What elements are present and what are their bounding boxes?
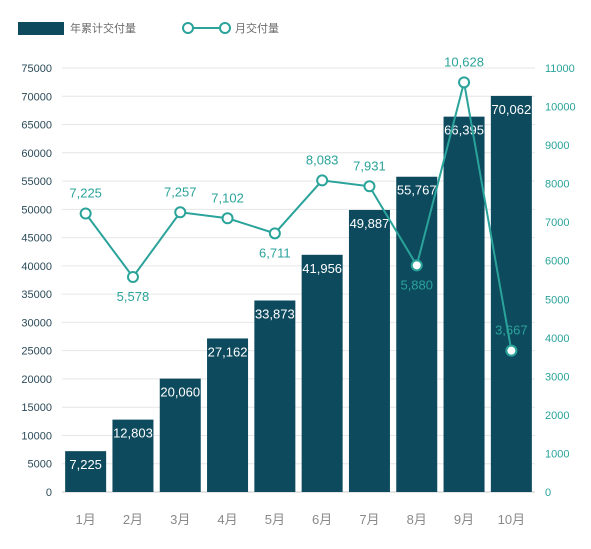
left-tick-label: 75000 bbox=[21, 63, 52, 75]
left-tick-label: 15000 bbox=[21, 402, 52, 414]
x-tick-label: 8月 bbox=[407, 512, 427, 527]
bar-data-label: 27,162 bbox=[208, 344, 248, 359]
bar bbox=[348, 209, 390, 492]
right-tick-label: 0 bbox=[545, 487, 551, 499]
left-tick-label: 55000 bbox=[21, 176, 52, 188]
legend-line-marker-left bbox=[182, 22, 194, 34]
right-axis: 0 1000 2000 3000 4000 5000 6000 7000 8000 9000 100… bbox=[545, 63, 576, 499]
bar bbox=[207, 338, 249, 492]
right-tick-label: 4000 bbox=[545, 333, 569, 345]
bar bbox=[254, 300, 296, 492]
left-tick-label: 10000 bbox=[21, 430, 52, 442]
line-series bbox=[79, 76, 518, 357]
left-tick-label: 70000 bbox=[21, 91, 52, 103]
line-point bbox=[363, 180, 376, 193]
bar-data-label: 12,803 bbox=[113, 426, 153, 441]
left-tick-label: 0 bbox=[46, 487, 52, 499]
right-tick-label: 6000 bbox=[545, 256, 569, 268]
line-data-label: 7,257 bbox=[164, 184, 197, 199]
left-tick-label: 5000 bbox=[28, 459, 52, 471]
x-tick-label: 1月 bbox=[76, 512, 96, 527]
right-tick-label: 5000 bbox=[545, 294, 569, 306]
right-tick-label: 10000 bbox=[545, 102, 576, 114]
left-tick-label: 40000 bbox=[21, 261, 52, 273]
line-path bbox=[84, 82, 513, 351]
line-data-label: 5,880 bbox=[400, 277, 433, 292]
line-data-label: 6,711 bbox=[259, 245, 291, 260]
legend: 年累计交付量 月交付量 bbox=[18, 21, 279, 35]
line-data-label: 7,225 bbox=[69, 186, 102, 201]
x-tick-label: 2月 bbox=[123, 512, 143, 527]
bar bbox=[301, 254, 343, 492]
line-point bbox=[410, 259, 423, 272]
line-data-label: 3,667 bbox=[495, 323, 528, 338]
bar bbox=[396, 176, 438, 492]
x-tick-label: 10月 bbox=[498, 512, 525, 527]
bar-data-label: 7,225 bbox=[69, 457, 102, 472]
bar-data-label: 33,873 bbox=[255, 307, 295, 322]
right-tick-label: 2000 bbox=[545, 410, 569, 422]
line-labels: 7,225 5,578 7,257 7,102 6,711 8,083 7,931 5,880… bbox=[69, 54, 527, 337]
left-axis: 0 5000 10000 15000 20000 25000 30000 35000 40000… bbox=[21, 63, 52, 499]
bar bbox=[443, 116, 485, 492]
left-tick-label: 20000 bbox=[21, 374, 52, 386]
x-axis: 1月 2月 3月 4月 5月 6月 7月 8月 9月 10月 bbox=[76, 512, 526, 527]
line-point bbox=[505, 344, 518, 357]
bar bbox=[159, 378, 201, 492]
line-data-label: 10,628 bbox=[444, 54, 484, 69]
right-tick-label: 7000 bbox=[545, 217, 569, 229]
x-tick-label: 4月 bbox=[217, 512, 237, 527]
x-tick-label: 6月 bbox=[312, 512, 332, 527]
line-point bbox=[174, 206, 187, 219]
right-tick-label: 3000 bbox=[545, 371, 569, 383]
line-data-label: 7,931 bbox=[353, 158, 386, 173]
bar-data-label: 41,956 bbox=[302, 261, 342, 276]
bar-data-label: 20,060 bbox=[160, 385, 200, 400]
legend-bar-swatch bbox=[18, 22, 64, 35]
bar bbox=[112, 419, 154, 492]
line-point bbox=[221, 212, 234, 225]
line-point bbox=[268, 227, 281, 240]
x-tick-label: 7月 bbox=[359, 512, 379, 527]
line-point bbox=[126, 270, 139, 283]
left-tick-label: 65000 bbox=[21, 120, 52, 132]
line-data-label: 5,578 bbox=[117, 289, 150, 304]
left-tick-label: 35000 bbox=[21, 289, 52, 301]
left-tick-label: 30000 bbox=[21, 317, 52, 329]
bar-series bbox=[65, 95, 532, 492]
left-tick-label: 45000 bbox=[21, 233, 52, 245]
legend-bar-label: 年累计交付量 bbox=[70, 21, 136, 35]
line-point bbox=[316, 174, 329, 187]
left-tick-label: 25000 bbox=[21, 346, 52, 358]
bar bbox=[490, 95, 532, 492]
bar-data-label: 70,062 bbox=[491, 102, 531, 117]
bar bbox=[65, 451, 107, 492]
line-data-label: 8,083 bbox=[306, 152, 339, 167]
left-tick-label: 60000 bbox=[21, 148, 52, 160]
x-tick-label: 3月 bbox=[170, 512, 190, 527]
right-tick-label: 9000 bbox=[545, 140, 569, 152]
legend-line-label: 月交付量 bbox=[235, 21, 279, 35]
legend-line-marker-right bbox=[219, 22, 231, 34]
right-tick-label: 11000 bbox=[545, 63, 575, 75]
bar-data-label: 49,887 bbox=[350, 216, 390, 231]
x-tick-label: 5月 bbox=[265, 512, 285, 527]
line-point bbox=[79, 207, 92, 220]
x-tick-label: 9月 bbox=[454, 512, 474, 527]
line-data-label: 7,102 bbox=[211, 190, 244, 205]
line-point bbox=[458, 76, 471, 89]
bar-data-label: 55,767 bbox=[397, 183, 437, 198]
right-tick-label: 8000 bbox=[545, 179, 569, 191]
bar-labels: 7,225 12,803 20,060 27,162 33,873 41,956 49,88… bbox=[69, 102, 531, 472]
left-tick-label: 50000 bbox=[21, 204, 52, 216]
right-tick-label: 1000 bbox=[545, 448, 569, 460]
